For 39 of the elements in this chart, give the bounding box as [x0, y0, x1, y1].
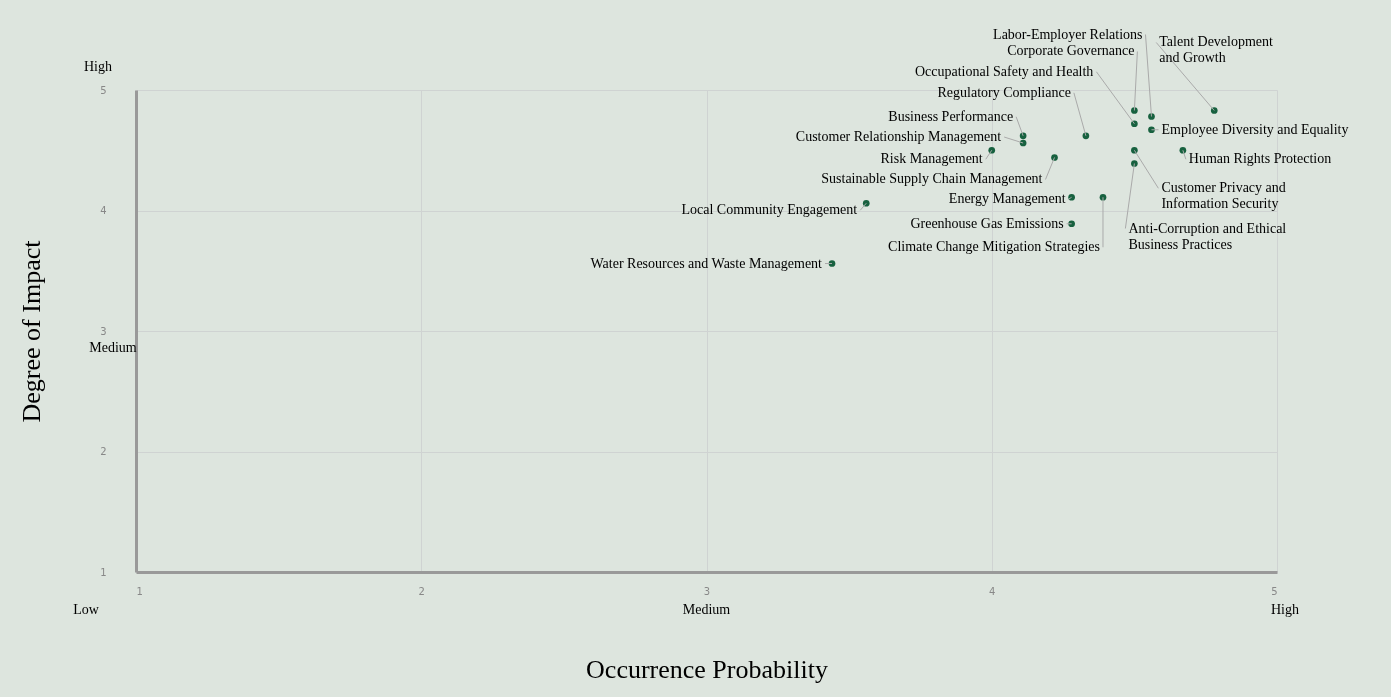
text: Labor-Employer Relations [993, 26, 1143, 42]
x-tick-label: 4 [989, 585, 996, 597]
text: Anti-Corruption and Ethical Business Practices [1128, 220, 1287, 252]
x-tick-label: 3 [703, 585, 711, 597]
point [828, 260, 836, 267]
point [1210, 107, 1218, 114]
series-label: Business Performance [888, 108, 1014, 124]
text: High [84, 59, 112, 74]
text: High [1271, 602, 1299, 617]
y-tick-label: 2 [100, 446, 107, 457]
x-tick-label: 5 [1271, 585, 1278, 597]
x-axis-title: Occurrence Probability [586, 654, 828, 684]
series-label: Water Resources and Waste Management [590, 255, 823, 271]
series-label: Risk Management [880, 151, 983, 167]
series-label: Human Rights Protection [1188, 151, 1332, 167]
annotation: Medium [89, 340, 137, 355]
y-tick-label: 3 [100, 325, 107, 337]
series-label: Sustainable Supply Chain Management [821, 171, 1043, 187]
text: Occupational Safety and Health [914, 63, 1094, 79]
y-tick-label: 5 [100, 84, 107, 96]
text: Medium [682, 602, 731, 617]
x-tick-label: 2 [418, 585, 425, 597]
y-axis-title: Degree of Impact [17, 239, 47, 423]
y-tick-label: 1 [100, 566, 107, 578]
text: Customer Privacy and Information Security [1161, 180, 1286, 212]
text: Corporate Governance [1007, 43, 1135, 59]
series-label: Customer Relationship Management [795, 129, 1002, 145]
text: Regulatory Compliance [937, 84, 1071, 100]
text: Low [73, 602, 100, 617]
series-label: Employee Diversity and Equality [1161, 121, 1349, 137]
y-tick-label: 4 [100, 205, 107, 216]
series-label: Local Community Engagement [681, 202, 858, 218]
point [1131, 107, 1138, 114]
text: Talent Development and Growth [1159, 34, 1274, 66]
text: Climate Change Mitigation Strategies [888, 239, 1100, 255]
series-label: Energy Management [948, 191, 1066, 207]
series-label: Greenhouse Gas Emissions [910, 215, 1064, 231]
point [1148, 113, 1155, 120]
x-tick-label: 1 [136, 585, 143, 597]
